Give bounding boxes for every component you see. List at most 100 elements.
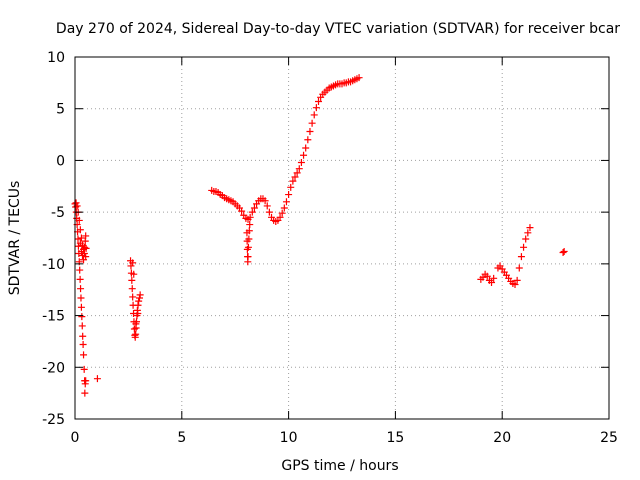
x-tick-label: 25	[600, 430, 618, 446]
data-point	[79, 332, 87, 340]
data-point	[130, 325, 138, 333]
data-point	[132, 320, 140, 328]
data-point	[77, 234, 85, 242]
chart-title: Day 270 of 2024, Sidereal Day-to-day VTE…	[56, 21, 620, 37]
y-tick-label: 0	[56, 153, 65, 169]
data-point	[559, 248, 567, 256]
data-point	[261, 197, 269, 205]
data-point	[302, 144, 310, 152]
data-point	[295, 165, 303, 173]
data-point	[79, 341, 87, 349]
data-point	[80, 365, 88, 373]
data-point	[355, 74, 363, 82]
data-point	[312, 104, 320, 112]
data-point	[130, 270, 138, 278]
data-point	[78, 313, 86, 321]
data-point	[490, 274, 498, 282]
data-point	[76, 275, 84, 283]
data-point	[77, 285, 85, 293]
data-point	[306, 127, 314, 135]
data-point	[245, 227, 253, 235]
data-point	[248, 208, 256, 216]
data-point	[315, 97, 323, 105]
data-point	[75, 216, 83, 224]
data-point	[265, 208, 273, 216]
x-tick-label: 0	[71, 430, 80, 446]
y-tick-label: 5	[56, 102, 65, 118]
y-tick-labels: 10 5 0 -5 -10 -15 -20 -25	[42, 50, 65, 428]
data-point	[77, 303, 85, 311]
data-point	[246, 221, 254, 229]
data-point	[522, 235, 530, 243]
data-point	[560, 247, 568, 255]
data-point	[81, 389, 89, 397]
data-point	[129, 259, 137, 267]
data-point	[287, 183, 295, 191]
data-point	[297, 158, 305, 166]
y-tick-label: -15	[42, 309, 65, 325]
data-point	[511, 281, 519, 289]
data-point	[238, 207, 246, 215]
data-point	[72, 199, 80, 207]
data-point	[513, 276, 521, 284]
data-point	[244, 243, 252, 251]
data-point	[76, 226, 84, 234]
data-point	[515, 264, 523, 272]
data-point	[483, 272, 491, 280]
data-point	[82, 377, 90, 385]
data-point	[129, 293, 137, 301]
data-point	[136, 294, 144, 302]
x-axis-label: GPS time / hours	[281, 458, 398, 474]
x-tick-label: 20	[493, 430, 511, 446]
data-point	[250, 204, 258, 212]
data-point	[77, 294, 85, 302]
data-point	[93, 375, 101, 383]
x-tick-label: 5	[177, 430, 186, 446]
data-point	[78, 322, 86, 330]
data-point	[134, 310, 142, 318]
grid-lines	[75, 57, 609, 419]
x-tick-labels: 0 5 10 15 20 25	[71, 430, 618, 446]
y-tick-label: 10	[47, 50, 65, 66]
data-point	[136, 291, 144, 299]
y-tick-label: -10	[42, 257, 65, 273]
data-point	[246, 213, 254, 221]
data-point	[263, 202, 271, 210]
data-point	[82, 232, 90, 240]
y-axis-label: SDTVAR / TECUs	[7, 181, 23, 296]
data-point	[244, 253, 252, 261]
data-point	[76, 266, 84, 274]
data-point	[517, 253, 525, 261]
data-point	[74, 235, 82, 243]
data-point	[80, 351, 88, 359]
data-point	[293, 169, 301, 177]
data-point	[304, 136, 312, 144]
data-point	[127, 262, 135, 270]
data-point	[280, 204, 288, 212]
data-point	[285, 191, 293, 199]
data-point	[526, 224, 534, 232]
data-point	[300, 151, 308, 159]
y-tick-label: -5	[51, 205, 65, 221]
data-point	[524, 229, 532, 237]
data-point	[128, 285, 136, 293]
data-point	[77, 247, 85, 255]
data-point	[82, 244, 90, 252]
data-points	[71, 74, 568, 397]
data-point	[278, 209, 286, 217]
data-point	[310, 111, 318, 119]
x-tick-label: 15	[386, 430, 404, 446]
data-point	[282, 198, 290, 206]
data-point	[276, 213, 284, 221]
data-point	[80, 256, 88, 264]
x-tick-label: 10	[280, 430, 298, 446]
data-point	[76, 239, 84, 247]
y-tick-label: -25	[42, 412, 65, 428]
data-point	[78, 252, 86, 260]
data-point	[128, 276, 136, 284]
data-point	[132, 330, 140, 338]
data-point	[135, 297, 143, 305]
data-point	[308, 119, 316, 127]
data-point	[134, 301, 142, 309]
